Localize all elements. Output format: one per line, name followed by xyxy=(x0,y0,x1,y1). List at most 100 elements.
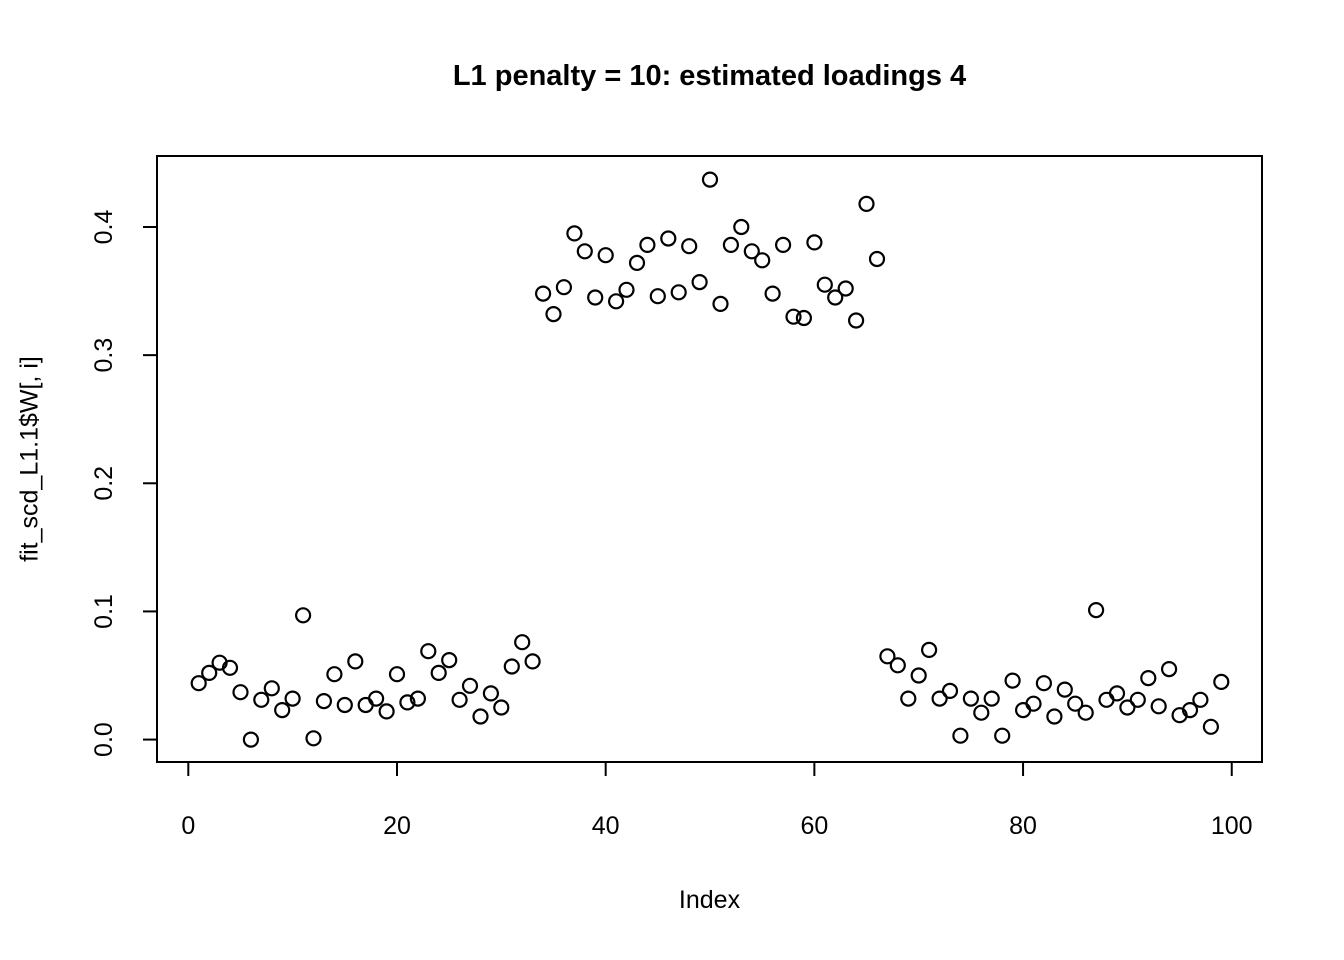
data-point xyxy=(607,293,625,310)
data-point xyxy=(764,285,781,302)
data-point xyxy=(284,690,301,707)
plot-border xyxy=(156,155,1263,763)
data-point xyxy=(691,274,708,291)
data-point xyxy=(994,727,1011,744)
data-point xyxy=(754,252,771,269)
data-point xyxy=(1087,601,1105,619)
data-point xyxy=(1067,695,1084,712)
data-point xyxy=(931,690,948,707)
data-point xyxy=(315,692,332,710)
data-point xyxy=(190,675,207,692)
data-point xyxy=(973,704,990,721)
data-point xyxy=(232,684,249,701)
data-point xyxy=(295,607,312,624)
data-point xyxy=(441,651,458,669)
data-point xyxy=(221,659,239,676)
data-point xyxy=(1108,685,1126,702)
x-tick-label: 100 xyxy=(1211,812,1253,840)
x-tick-label: 20 xyxy=(383,812,411,840)
y-tick-label: 0.1 xyxy=(90,594,118,629)
data-point xyxy=(534,285,552,302)
data-point xyxy=(1056,681,1073,698)
data-point xyxy=(201,664,218,682)
data-point xyxy=(827,289,844,306)
data-point xyxy=(326,666,343,683)
data-point xyxy=(743,243,760,260)
data-point xyxy=(545,306,562,323)
data-point xyxy=(941,682,959,700)
data-point xyxy=(1014,701,1032,719)
data-point xyxy=(628,254,646,271)
data-point xyxy=(681,238,698,255)
data-point xyxy=(566,225,583,242)
data-point xyxy=(618,281,635,298)
data-point xyxy=(409,690,426,707)
data-point xyxy=(503,658,520,675)
data-point xyxy=(1160,660,1178,678)
data-point xyxy=(336,696,353,714)
data-point xyxy=(514,634,531,651)
data-point xyxy=(910,667,927,684)
data-point xyxy=(597,247,614,264)
data-point xyxy=(263,680,280,697)
y-tick-label: 0.2 xyxy=(90,466,118,501)
data-point xyxy=(858,195,875,212)
data-point xyxy=(587,289,604,306)
data-point xyxy=(242,731,259,748)
data-point xyxy=(1150,698,1167,715)
data-point xyxy=(837,280,854,297)
data-point xyxy=(670,284,687,301)
data-point xyxy=(639,236,656,253)
data-point xyxy=(1046,708,1063,725)
data-point xyxy=(952,727,969,744)
y-tick-label: 0.0 xyxy=(90,722,118,757)
data-point xyxy=(576,243,593,260)
data-point xyxy=(1119,699,1136,716)
x-tick-label: 40 xyxy=(592,812,620,840)
data-point xyxy=(806,234,823,251)
x-axis-label: Index xyxy=(678,886,741,914)
data-point xyxy=(420,643,437,660)
data-point xyxy=(962,690,980,707)
data-point xyxy=(722,236,740,253)
data-point xyxy=(368,690,385,707)
data-point xyxy=(660,230,677,247)
data-point xyxy=(868,250,886,268)
data-point xyxy=(461,677,479,694)
data-point xyxy=(482,685,499,702)
data-point xyxy=(795,309,813,327)
y-axis-label: fit_scd_L1.1$W[, i] xyxy=(15,356,44,562)
data-point xyxy=(1077,704,1094,721)
data-point xyxy=(733,218,750,236)
data-point xyxy=(493,699,510,716)
y-tick-label: 0.4 xyxy=(90,210,118,245)
data-point xyxy=(889,657,906,674)
data-point xyxy=(524,653,541,670)
data-point xyxy=(983,690,1000,707)
data-point xyxy=(1213,673,1230,691)
data-point xyxy=(879,648,896,665)
data-point xyxy=(399,694,416,711)
data-point xyxy=(430,664,447,682)
x-tick-label: 80 xyxy=(1009,812,1037,840)
data-point xyxy=(555,279,573,296)
data-point xyxy=(1140,669,1157,687)
data-point xyxy=(847,312,865,329)
data-point xyxy=(347,653,364,670)
data-point xyxy=(649,288,666,305)
data-point xyxy=(305,730,322,747)
data-point xyxy=(378,703,395,720)
x-tick-label: 60 xyxy=(800,812,828,840)
data-point xyxy=(274,701,291,719)
data-point xyxy=(1004,672,1021,689)
data-point xyxy=(774,236,792,253)
data-point xyxy=(701,171,719,188)
y-tick-label: 0.3 xyxy=(90,338,118,373)
data-point xyxy=(1181,701,1199,719)
data-point xyxy=(472,708,489,725)
data-point xyxy=(253,691,270,708)
data-point xyxy=(1129,691,1146,708)
data-point xyxy=(1202,718,1220,735)
data-point xyxy=(1098,691,1115,708)
